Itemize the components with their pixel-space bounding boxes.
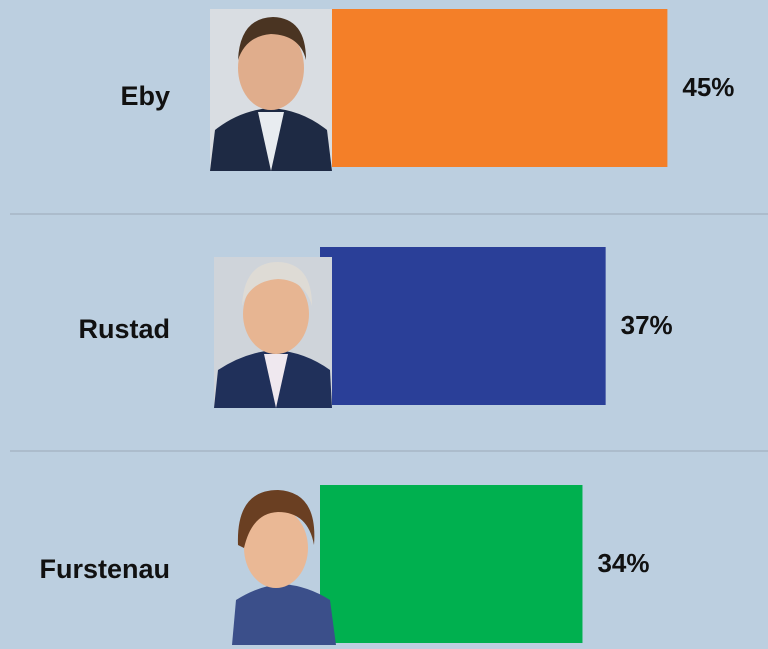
bar (320, 247, 606, 405)
category-label: Eby (120, 81, 170, 111)
category-label: Furstenau (39, 554, 170, 584)
category-label: Rustad (78, 314, 170, 344)
bar (320, 485, 582, 643)
candidate-photo (210, 9, 332, 171)
value-label: 34% (597, 548, 649, 578)
bar (320, 9, 667, 167)
page: {"chart_data": {"type": "bar", "orientat… (0, 0, 768, 649)
candidate-photo (214, 257, 332, 408)
value-label: 37% (621, 310, 673, 340)
value-label: 45% (682, 72, 734, 102)
chart: 45% Eby 37% Rustad 34% Furstenau (0, 0, 768, 649)
